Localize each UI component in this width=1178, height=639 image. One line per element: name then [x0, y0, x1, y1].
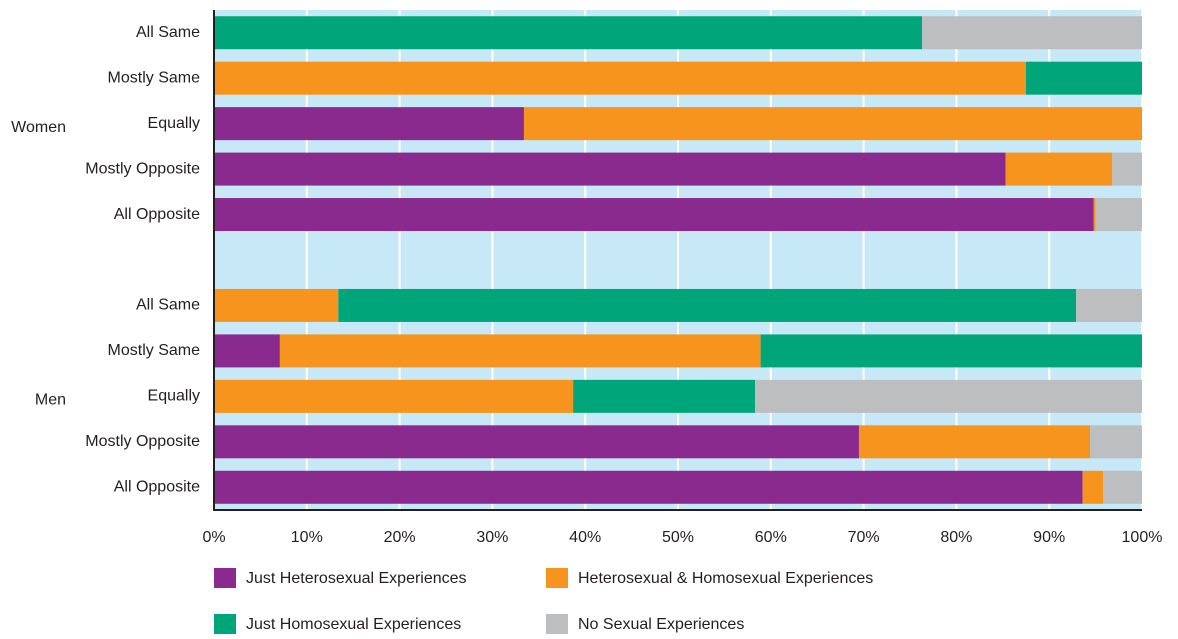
y-tick-label: All Opposite	[114, 478, 200, 495]
group-label: Men	[35, 392, 66, 409]
legend-swatch	[546, 614, 568, 634]
bar-segment	[523, 107, 1142, 141]
bar-segment	[755, 379, 1142, 413]
bar-segment	[1026, 61, 1142, 95]
x-tick-label: 40%	[569, 529, 601, 546]
y-tick-label: Equally	[148, 115, 200, 132]
y-tick-label: Equally	[148, 388, 200, 405]
x-tick-label: 10%	[291, 529, 323, 546]
legend-swatch	[214, 614, 236, 634]
bar-segment	[1090, 425, 1142, 459]
y-tick-label: All Same	[136, 297, 200, 314]
x-tick-label: 50%	[662, 529, 694, 546]
legend-label: Just Homosexual Experiences	[246, 616, 461, 633]
bar-segment	[214, 288, 339, 322]
group-label: Women	[11, 119, 66, 136]
bar-segment	[214, 16, 923, 50]
bar-segment	[279, 334, 761, 368]
bar-segment	[214, 107, 524, 141]
x-tick-label: 20%	[384, 529, 416, 546]
bar-segment	[1095, 198, 1142, 232]
bar-segment	[573, 379, 756, 413]
bar-segment	[1112, 152, 1142, 186]
bar-segment	[1082, 470, 1104, 504]
bar-segment	[1103, 470, 1142, 504]
y-tick-label: Mostly Opposite	[85, 160, 200, 177]
bar-segment	[1076, 288, 1142, 322]
x-tick-label: 60%	[755, 529, 787, 546]
x-tick-label: 70%	[848, 529, 880, 546]
y-tick-label: Mostly Opposite	[85, 433, 200, 450]
bar-segment	[214, 61, 1026, 95]
bar-segment	[922, 16, 1142, 50]
bar-segment	[214, 334, 280, 368]
bar-segment	[214, 425, 859, 459]
bar-segment	[1093, 198, 1096, 232]
x-tick-label: 90%	[1033, 529, 1065, 546]
y-tick-label: All Opposite	[114, 206, 200, 223]
y-tick-label: All Same	[136, 24, 200, 41]
y-tick-label: Mostly Same	[108, 342, 201, 359]
bar-segment	[858, 425, 1091, 459]
x-tick-label: 30%	[476, 529, 508, 546]
bar-segment	[338, 288, 1077, 322]
x-tick-label: 100%	[1122, 529, 1163, 546]
bar-segment	[214, 379, 574, 413]
bar-segment	[760, 334, 1142, 368]
x-tick-label: 80%	[940, 529, 972, 546]
bar-segment	[214, 152, 1006, 186]
x-tick-label: 0%	[202, 529, 225, 546]
bar-segment	[214, 470, 1083, 504]
bar-segment	[1005, 152, 1113, 186]
legend-label: Heterosexual & Homosexual Experiences	[578, 570, 873, 587]
legend-swatch	[546, 568, 568, 588]
legend-label: Just Heterosexual Experiences	[246, 570, 467, 587]
legend-swatch	[214, 568, 236, 588]
bar-segment	[214, 198, 1094, 232]
legend-label: No Sexual Experiences	[578, 616, 744, 633]
y-tick-label: Mostly Same	[108, 69, 201, 86]
